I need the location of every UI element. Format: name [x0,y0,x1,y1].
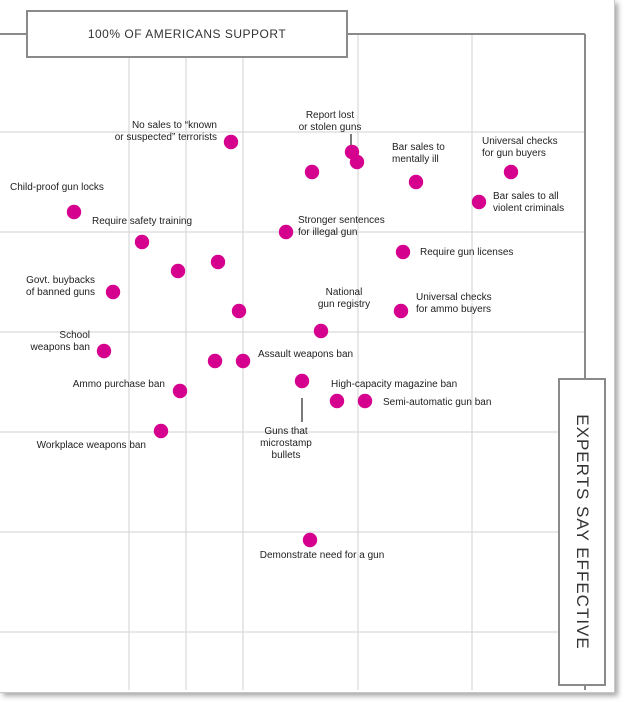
label-connectors [301,134,352,422]
point-label: Child-proof gun locks [10,182,104,193]
point-label: Demonstrate need for a gun [260,550,385,561]
data-point [349,154,365,170]
grid [0,33,586,690]
x-axis-title: 100% OF AMERICANS SUPPORT [26,10,348,58]
data-point [503,164,519,180]
scatter-plot: No sales to “known or suspected” terroris… [0,33,586,690]
data-point [395,244,411,260]
point-label: Universal checks for gun buyers [482,136,558,159]
data-point [313,323,329,339]
point-label: School weapons ban [30,330,91,353]
data-point [153,423,169,439]
data-point [304,164,320,180]
data-point [302,532,318,548]
y-axis-title-box: EXPERTS SAY EFFECTIVE [558,378,606,686]
point-label: Ammo purchase ban [73,379,165,390]
data-point [207,353,223,369]
point-label: Require safety training [92,216,192,227]
chart-frame: No sales to “known or suspected” terroris… [0,0,615,693]
point-label: Require gun licenses [420,247,513,258]
data-point [329,393,345,409]
data-point [471,194,487,210]
data-point [357,393,373,409]
point-labels: No sales to “known or suspected” terroris… [10,110,564,561]
data-point [210,254,226,270]
point-label: Assault weapons ban [258,349,353,360]
point-label: National gun registry [318,287,370,310]
point-label: Stronger sentences for illegal gun [298,215,385,238]
data-point [172,383,188,399]
point-label: Workplace weapons ban [37,440,146,451]
point-label: No sales to “known or suspected” terroris… [115,120,217,143]
data-point [393,303,409,319]
data-point [96,343,112,359]
y-axis-title: EXPERTS SAY EFFECTIVE [573,414,592,650]
point-label: High-capacity magazine ban [331,379,457,390]
point-label: Semi-automatic gun ban [383,397,491,408]
data-point [294,373,310,389]
point-label: Guns that microstamp bullets [260,426,312,461]
data-point [66,204,82,220]
data-point [408,174,424,190]
data-point [278,224,294,240]
data-point [235,353,251,369]
data-point [134,234,150,250]
data-point [170,263,186,279]
point-label: Govt. buybacks of banned guns [26,275,95,298]
data-point [223,134,239,150]
data-points [66,134,519,548]
data-point [231,303,247,319]
point-label: Bar sales to all violent criminals [493,191,564,214]
point-label: Report lost or stolen guns [299,110,362,133]
data-point [105,284,121,300]
point-label: Bar sales to mentally ill [392,142,445,165]
point-label: Universal checks for ammo buyers [416,292,492,315]
